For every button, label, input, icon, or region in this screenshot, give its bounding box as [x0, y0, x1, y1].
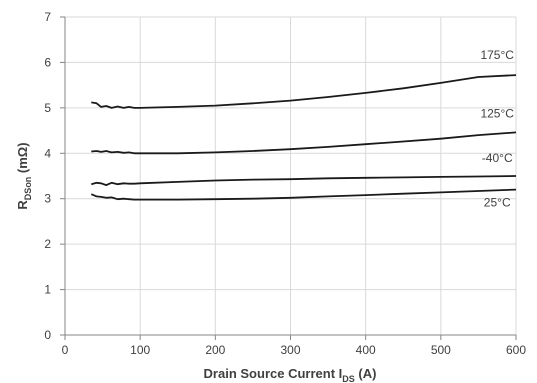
y-tick-label: 7	[44, 10, 51, 24]
series-line-25c	[90, 188, 517, 201]
series-lines	[90, 74, 517, 201]
x-tick-label: 400	[356, 343, 376, 357]
series-line-175c	[91, 74, 517, 109]
x-tick-label: 100	[130, 343, 150, 357]
y-tick-label: 1	[44, 283, 51, 297]
y-tick-label: 3	[44, 192, 51, 206]
x-tick-label: 200	[205, 343, 225, 357]
y-tick-label: 6	[44, 55, 51, 69]
x-tick-label: 600	[506, 343, 526, 357]
x-tick-label: 300	[280, 343, 300, 357]
y-tick-label: 2	[44, 237, 51, 251]
axes	[60, 16, 517, 340]
series-label: 175°C	[480, 48, 514, 62]
y-tick-label: 5	[44, 101, 51, 115]
y-tick-label: 4	[44, 146, 51, 160]
y-tick-label: 0	[44, 328, 51, 342]
tick-labels: 0 100 200 300 400 500 600 0 1 2 3 4 5 6 7	[44, 10, 526, 357]
series-line-125c	[91, 131, 517, 155]
series-line-40c	[91, 175, 517, 187]
x-tick-label: 0	[62, 343, 69, 357]
series-label: 25°C	[484, 196, 511, 210]
series-label: -40°C	[482, 151, 513, 165]
x-axis-title: Drain Source Current IDS (A)	[204, 366, 377, 383]
series-label: 125°C	[480, 106, 514, 120]
series-labels: 175°C 125°C -40°C 25°C	[480, 48, 514, 209]
y-axis-title: RDSon (mΩ)	[15, 142, 33, 209]
x-tick-label: 500	[431, 343, 451, 357]
